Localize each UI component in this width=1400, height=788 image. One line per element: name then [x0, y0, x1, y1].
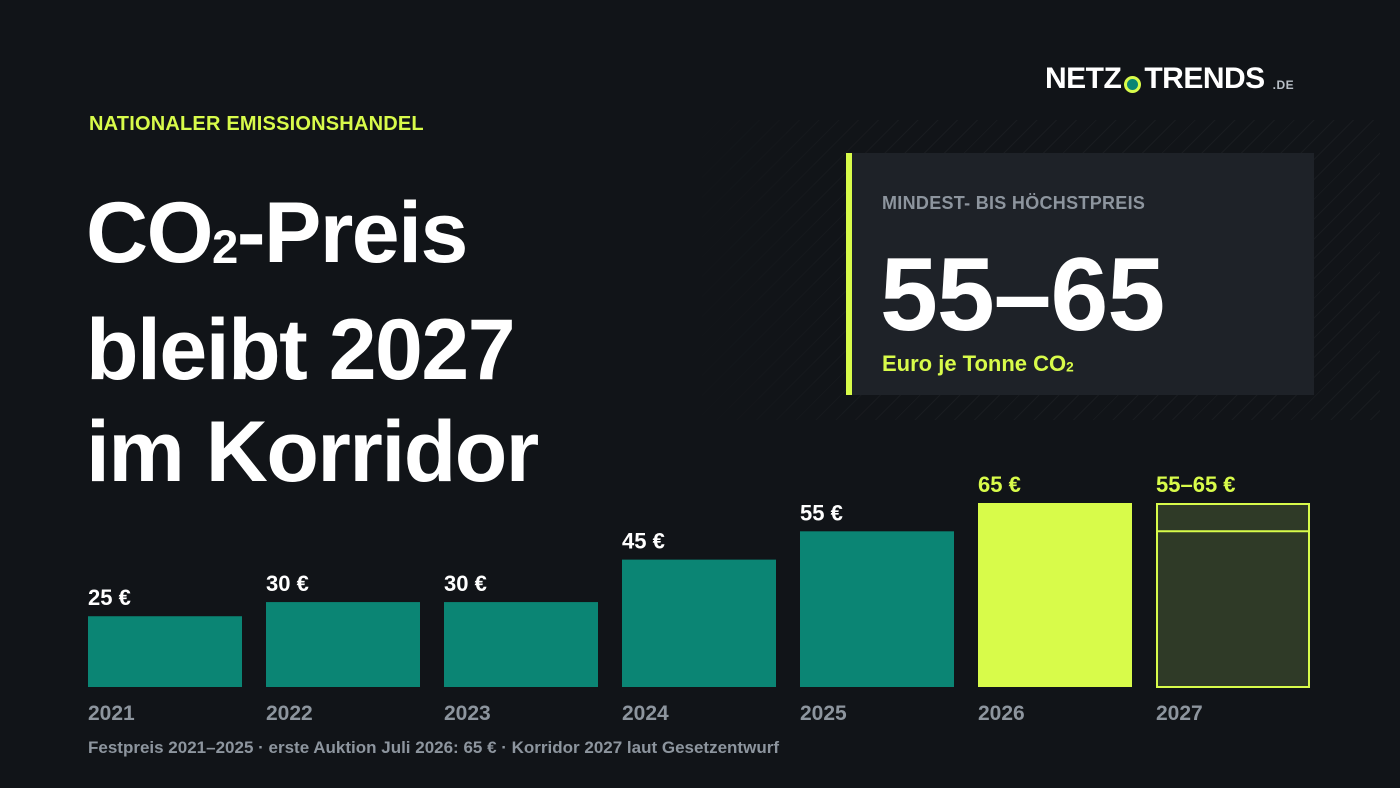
bar-2027-corridor: [1156, 503, 1310, 688]
year-label-2027: 2027: [1156, 702, 1203, 725]
bar-2021: [88, 616, 242, 687]
panel-unit: Euro je Tonne CO2: [882, 351, 1074, 377]
bar-2023: [444, 602, 598, 687]
bar-2022: [266, 602, 420, 687]
price-corridor-panel: MINDEST- BIS HÖCHSTPREIS 55–65 Euro je T…: [846, 153, 1314, 395]
value-label-2021: 25 €: [88, 585, 131, 610]
panel-label: MINDEST- BIS HÖCHSTPREIS: [882, 193, 1146, 213]
year-label-2022: 2022: [266, 702, 313, 725]
value-label-2022: 30 €: [266, 571, 309, 596]
headline-subscript: 2: [212, 220, 238, 274]
value-label-2024: 45 €: [622, 529, 665, 554]
value-label-2027: 55–65 €: [1156, 472, 1236, 497]
headline: CO2-Preis bleibt 2027 im Korridor: [86, 182, 726, 503]
panel-value: 55–65: [880, 237, 1165, 353]
headline-line-2: bleibt 2027: [86, 301, 516, 398]
bar-2026: [978, 503, 1132, 687]
logo-word-right: TRENDS: [1144, 62, 1265, 95]
footnote: Festpreis 2021–2025 · erste Auktion Juli…: [88, 738, 779, 757]
year-label-2026: 2026: [978, 702, 1025, 725]
value-label-2025: 55 €: [800, 500, 843, 525]
headline-co: CO: [86, 185, 214, 281]
bar-2024: [622, 559, 776, 687]
brand-logo[interactable]: NETZ TRENDS .DE: [1045, 62, 1294, 96]
kicker: NATIONALER EMISSIONSHANDEL: [89, 113, 424, 135]
headline-line-1: CO2-Preis: [86, 182, 726, 299]
value-label-2023: 30 €: [444, 571, 487, 596]
logo-word-left: NETZ: [1045, 62, 1122, 95]
year-label-2023: 2023: [444, 702, 491, 725]
panel-unit-text: Euro je Tonne CO: [882, 351, 1067, 376]
panel-unit-subscript: 2: [1066, 359, 1074, 375]
logo-dot-icon: [1124, 75, 1142, 93]
headline-preis: -Preis: [236, 185, 469, 281]
headline-line-3: im Korridor: [86, 403, 539, 500]
logo-tld: .DE: [1272, 78, 1295, 92]
year-label-2024: 2024: [622, 702, 669, 725]
year-label-2025: 2025: [800, 702, 847, 725]
value-label-2026: 65 €: [978, 472, 1021, 497]
year-label-2021: 2021: [88, 702, 135, 725]
bar-2025: [800, 531, 954, 687]
